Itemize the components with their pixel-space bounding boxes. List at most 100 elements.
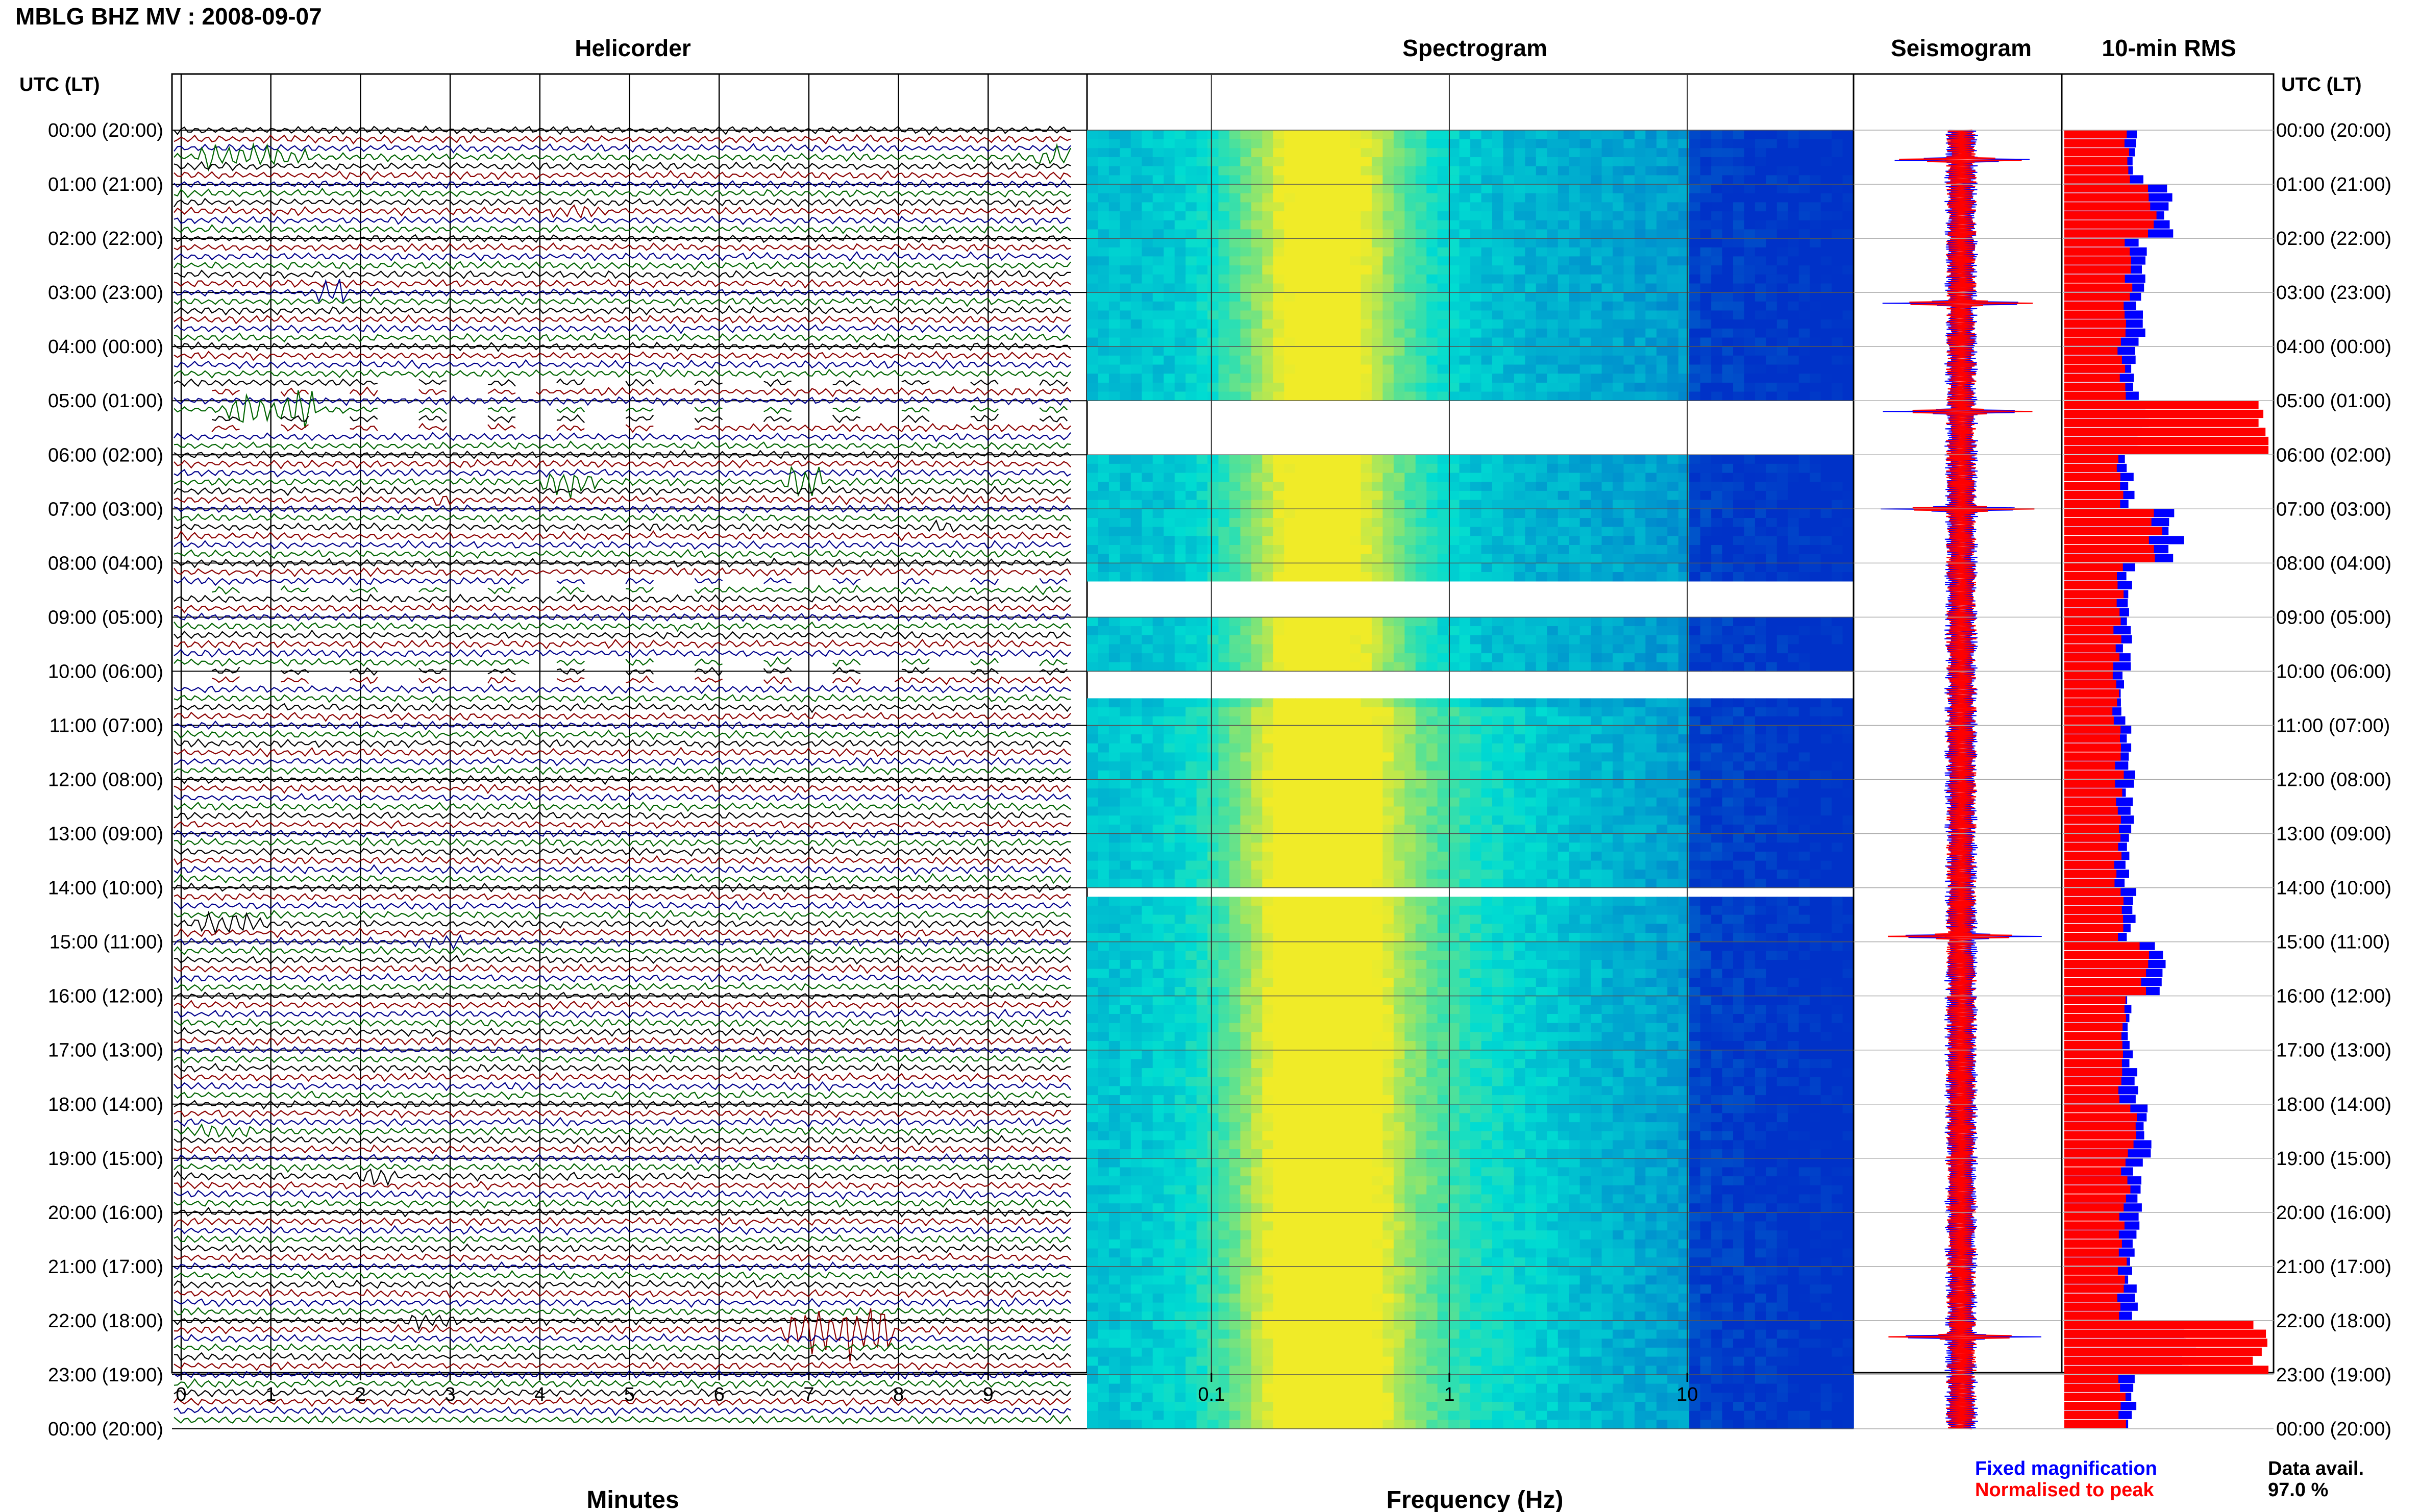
spectrogram-cell: [1612, 518, 1624, 528]
spectrogram-cell: [1788, 842, 1799, 852]
spectrogram-cell: [1503, 310, 1515, 320]
spectrogram-cell: [1579, 364, 1591, 374]
spectrogram-cell: [1306, 806, 1318, 816]
spectrogram-cell: [1130, 346, 1143, 356]
spectrogram-cell: [1820, 202, 1832, 212]
spectrogram-cell: [1591, 175, 1602, 185]
spectrogram-cell: [1776, 644, 1789, 654]
helicorder-trace: [174, 204, 1071, 219]
helicorder-trace: [174, 278, 1071, 289]
spectrogram-cell: [1776, 824, 1789, 834]
spectrogram-cell: [1393, 743, 1405, 753]
spectrogram-cell: [1470, 355, 1482, 365]
spectrogram-cell: [1273, 220, 1285, 230]
spectrogram-cell: [1558, 734, 1569, 744]
spectrogram-cell: [1536, 310, 1547, 320]
spectrogram-cell: [1678, 247, 1690, 257]
spectrogram-cell: [1459, 455, 1471, 464]
spectrogram-cell: [1667, 788, 1679, 798]
spectrogram-cell: [1240, 374, 1252, 383]
spectrogram-cell: [1262, 725, 1274, 735]
time-label-left: 09:00 (05:00): [48, 607, 163, 628]
spectrogram-cell: [1240, 220, 1252, 230]
spectrogram-cell: [1142, 283, 1153, 293]
spectrogram-cell: [1536, 184, 1547, 194]
spectrogram-cell: [1755, 265, 1767, 275]
spectrogram-cell: [1108, 247, 1121, 257]
spectrogram-cell: [1634, 563, 1646, 573]
time-label-left: 22:00 (18:00): [48, 1310, 163, 1332]
spectrogram-cell: [1810, 473, 1821, 483]
spectrogram-cell: [1087, 635, 1099, 645]
spectrogram-cell: [1810, 374, 1821, 383]
spectrogram-cell: [1601, 139, 1613, 149]
spectrogram-cell: [1525, 518, 1537, 528]
spectrogram-cell: [1142, 310, 1153, 320]
spectrogram-cell: [1120, 716, 1131, 726]
spectrogram-cell: [1218, 770, 1230, 780]
spectrogram-cell: [1295, 166, 1306, 176]
spectrogram-cell: [1284, 283, 1296, 293]
spectrogram-cell: [1623, 698, 1635, 708]
spectrogram-cell: [1547, 130, 1559, 140]
spectrogram-cell: [1207, 319, 1219, 329]
spectrogram-cell: [1558, 698, 1569, 708]
spectrogram-cell: [1579, 482, 1591, 491]
spectrogram-cell: [1722, 157, 1734, 167]
spectrogram-cell: [1174, 292, 1186, 302]
spectrogram-cell: [1579, 229, 1591, 239]
spectrogram-cell: [1722, 761, 1734, 771]
spectrogram-cell: [1798, 509, 1810, 518]
spectrogram-cell: [1393, 509, 1405, 518]
spectrogram-cell: [1120, 698, 1131, 708]
spectrogram-cell: [1623, 455, 1635, 464]
spectrogram-cell: [1459, 310, 1471, 320]
spectrogram-cell: [1820, 184, 1832, 194]
spectrogram-cell: [1514, 725, 1526, 735]
spectrogram-cell: [1196, 545, 1208, 555]
helicorder-tick-label: 6: [714, 1384, 725, 1405]
spectrogram-cell: [1503, 184, 1515, 194]
spectrogram-cell: [1842, 211, 1854, 221]
spectrogram-cell: [1755, 527, 1767, 537]
spectrogram-cell: [1218, 545, 1230, 555]
spectrogram-cell: [1295, 310, 1306, 320]
spectrogram-cell: [1164, 473, 1175, 483]
spectrogram-cell: [1558, 364, 1569, 374]
spectrogram-cell: [1700, 644, 1712, 654]
helicorder-trace: [174, 837, 1071, 848]
spectrogram-cell: [1207, 662, 1219, 672]
spectrogram-cell: [1383, 455, 1394, 464]
spectrogram-cell: [1240, 202, 1252, 212]
spectrogram-cell: [1700, 554, 1712, 564]
spectrogram-cell: [1645, 527, 1657, 537]
spectrogram-cell: [1492, 518, 1504, 528]
spectrogram-cell: [1196, 202, 1208, 212]
time-label-right: 00:00 (20:00): [2276, 1419, 2391, 1440]
spectrogram-cell: [1503, 806, 1515, 816]
spectrogram-cell: [1470, 292, 1482, 302]
spectrogram-cell: [1459, 626, 1471, 636]
spectrogram-cell: [1361, 806, 1372, 816]
spectrogram-cell: [1174, 779, 1186, 789]
spectrogram-cell: [1142, 806, 1153, 816]
spectrogram-cell: [1361, 554, 1372, 564]
spectrogram-cell: [1788, 310, 1799, 320]
spectrogram-cell: [1525, 770, 1537, 780]
spectrogram-cell: [1295, 364, 1306, 374]
spectrogram-cell: [1218, 283, 1230, 293]
spectrogram-cell: [1383, 554, 1394, 564]
spectrogram-cell: [1656, 554, 1668, 564]
spectrogram-cell: [1404, 274, 1416, 284]
spectrogram-cell: [1492, 193, 1504, 203]
spectrogram-cell: [1186, 490, 1197, 501]
spectrogram-cell: [1295, 662, 1306, 672]
spectrogram-cell: [1689, 824, 1701, 834]
spectrogram-cell: [1120, 761, 1131, 771]
spectrogram-cell: [1448, 806, 1460, 816]
spectrogram-cell: [1547, 211, 1559, 221]
spectrogram-cell: [1612, 337, 1624, 347]
spectrogram-cell: [1842, 490, 1854, 501]
spectrogram-cell: [1448, 518, 1460, 528]
spectrogram-cell: [1459, 824, 1471, 834]
